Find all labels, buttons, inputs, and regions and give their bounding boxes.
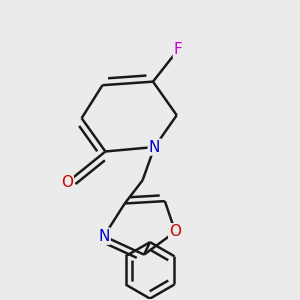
Text: O: O xyxy=(61,175,73,190)
Text: F: F xyxy=(174,42,183,57)
Text: N: N xyxy=(149,140,160,154)
Text: O: O xyxy=(169,224,181,239)
Text: N: N xyxy=(98,229,110,244)
